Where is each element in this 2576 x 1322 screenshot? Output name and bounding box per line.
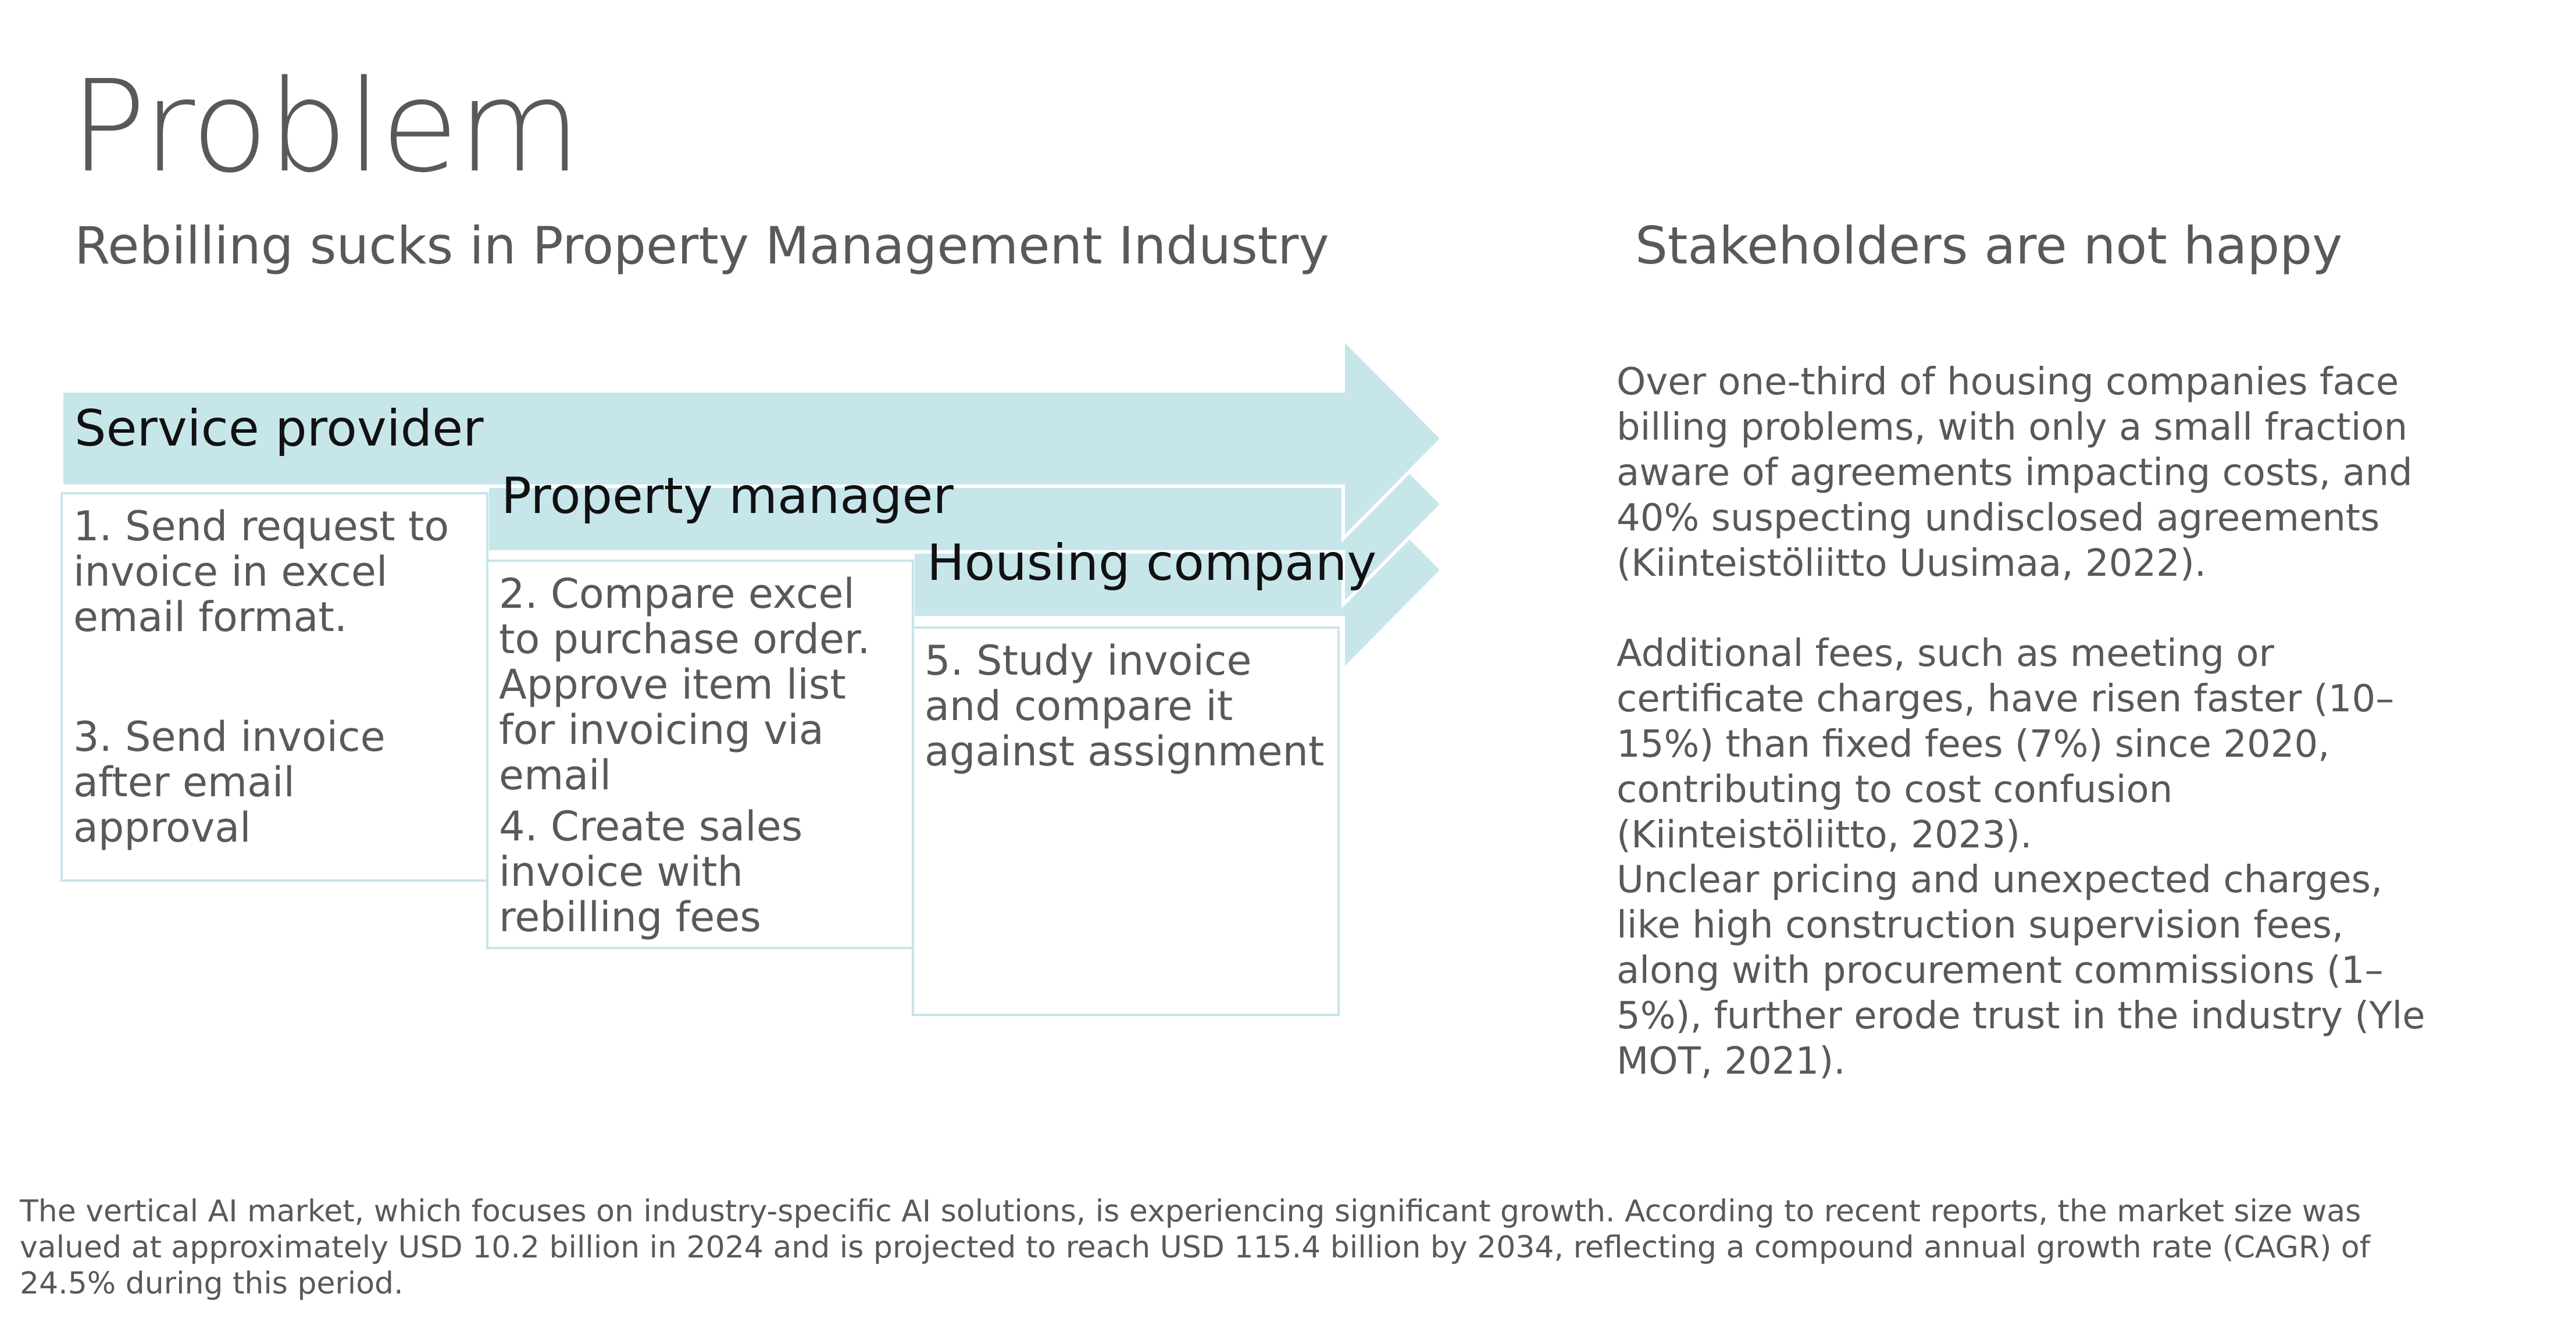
stakeholder-paragraph: Over one-third of housing companies face… xyxy=(1617,361,2413,585)
stakeholders-subtitle: Stakeholders are not happy xyxy=(1635,216,2343,276)
slide-title: Problem xyxy=(70,54,581,201)
step-item: 3. Send invoice after email approval xyxy=(73,713,386,851)
steps-service-provider: 1. Send request to invoice in excel emai… xyxy=(60,492,488,882)
step-item: 5. Study invoice and compare it against … xyxy=(925,637,1325,775)
stakeholder-paragraph: Unclear pricing and unexpected charges, … xyxy=(1617,858,2425,1083)
step-item: 2. Compare excel to purchase order. Appr… xyxy=(499,570,870,799)
problem-subtitle: Rebilling sucks in Property Management I… xyxy=(74,216,1329,276)
stage-label-property-manager: Property manager xyxy=(501,467,954,525)
stage-label-service-provider: Service provider xyxy=(74,400,484,458)
footer-note: The vertical AI market, which focuses on… xyxy=(20,1194,2371,1301)
steps-housing-company: 5. Study invoice and compare it against … xyxy=(912,626,1340,1016)
arrow-service-provider xyxy=(60,334,1445,543)
stage-label-housing-company: Housing company xyxy=(927,534,1377,592)
stakeholder-paragraph: Additional fees, such as meeting or cert… xyxy=(1617,632,2395,857)
step-item: 1. Send request to invoice in excel emai… xyxy=(73,503,449,641)
step-item: 4. Create sales invoice with rebilling f… xyxy=(499,803,803,941)
steps-property-manager: 2. Compare excel to purchase order. Appr… xyxy=(486,560,914,949)
